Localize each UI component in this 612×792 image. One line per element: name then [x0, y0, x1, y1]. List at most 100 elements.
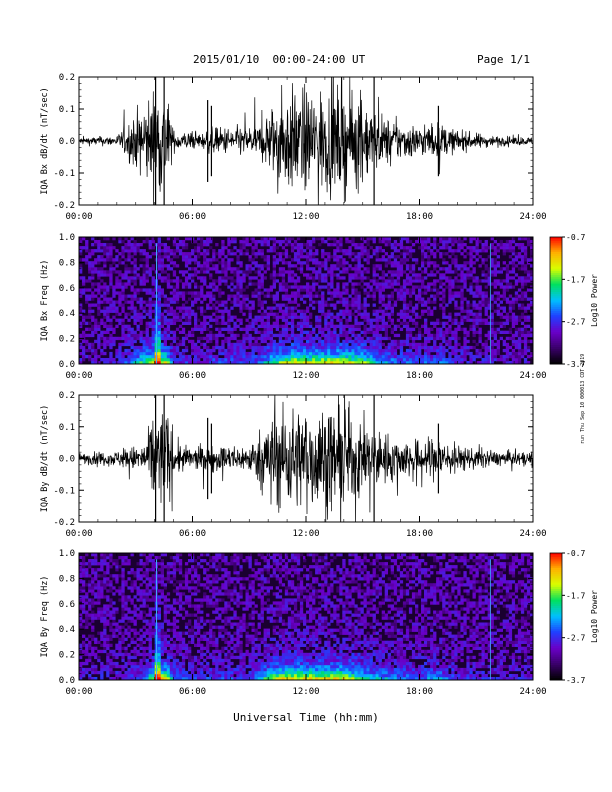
spectrogram-cell: [520, 246, 525, 250]
spectrogram-cell: [430, 345, 434, 350]
spectrogram-cell: [472, 261, 476, 265]
spectrogram-cell: [496, 243, 500, 247]
spectrogram-cell: [97, 613, 101, 617]
spectrogram-cell: [287, 261, 292, 265]
spectrogram-cell: [457, 312, 461, 316]
spectrogram-cell: [103, 604, 107, 608]
spectrogram-cell: [496, 279, 500, 283]
spectrogram-cell: [454, 354, 458, 359]
spectrogram-cell: [333, 258, 337, 262]
spectrogram-cell: [318, 315, 322, 319]
spectrogram-cell: [145, 258, 149, 262]
spectrogram-cell: [130, 237, 134, 241]
spectrogram-cell: [233, 348, 237, 353]
spectrogram-cell: [357, 306, 361, 310]
spectrogram-cell: [411, 351, 416, 356]
spectrogram-cell: [160, 333, 164, 338]
spectrogram-cell: [194, 345, 198, 350]
spectrogram-cell: [418, 267, 422, 271]
spectrogram-cell: [321, 345, 325, 350]
spectrogram-cell: [160, 345, 164, 350]
spectrogram-cell: [402, 306, 407, 310]
spectrogram-cell: [127, 655, 131, 660]
spectrogram-cell: [520, 339, 525, 344]
spectrogram-cell: [106, 652, 110, 657]
spectrogram-cell: [384, 279, 388, 283]
spectrogram-cell: [97, 324, 101, 328]
spectrogram-cell: [299, 246, 304, 250]
spectrogram-cell: [357, 252, 361, 256]
spectrogram-cell: [100, 562, 104, 566]
spectrogram-cell: [345, 336, 349, 341]
spectrogram-cell: [309, 348, 313, 353]
spectrogram-cell: [209, 285, 213, 289]
spectrogram-cell: [157, 610, 161, 614]
spectrogram-cell: [372, 282, 376, 286]
spectrogram-cell: [299, 285, 304, 289]
spectrogram-cell: [502, 267, 506, 271]
spectrogram-cell: [109, 643, 113, 647]
spectrogram-cell: [88, 288, 92, 292]
spectrogram-cell: [481, 291, 485, 295]
spectrogram-cell: [451, 285, 455, 289]
spectrogram-cell: [266, 324, 270, 328]
spectrogram-cell: [372, 270, 376, 274]
spectrogram-cell: [242, 237, 246, 241]
spectrogram-cell: [484, 339, 488, 344]
spectrogram-cell: [79, 655, 83, 660]
spectrogram-cell: [463, 309, 467, 313]
spectrogram-cell: [402, 342, 407, 347]
spectrogram-cell: [418, 273, 422, 277]
spectrogram-cell: [97, 243, 101, 247]
spectrogram-cell: [430, 252, 434, 256]
spectrogram-cell: [318, 361, 322, 365]
spectrogram-cell: [151, 674, 155, 678]
spectrogram-cell: [306, 282, 310, 286]
spectrogram-cell: [490, 358, 494, 362]
spectrogram-cell: [157, 288, 161, 292]
spectrogram-cell: [175, 348, 180, 353]
spectrogram-cell: [478, 300, 482, 304]
spectrogram-cell: [145, 279, 149, 283]
spectrogram-cell: [496, 321, 500, 325]
spectrogram-cell: [88, 646, 92, 650]
spectrogram-cell: [227, 267, 231, 271]
spectrogram-cell: [487, 358, 491, 362]
spectrogram-cell: [493, 327, 497, 331]
spectrogram-cell: [427, 354, 431, 359]
spectrogram-cell: [478, 361, 482, 365]
spectrogram-cell: [290, 279, 295, 283]
spectrogram-cell: [209, 258, 213, 262]
spectrogram-cell: [79, 625, 83, 629]
spectrogram-cell: [511, 264, 516, 268]
spectrogram-cell: [142, 258, 146, 262]
spectrogram-cell: [433, 246, 437, 250]
spectrogram-cell: [530, 255, 534, 259]
spectrogram-cell: [508, 261, 513, 265]
spectrogram-cell: [303, 285, 307, 289]
spectrogram-cell: [360, 276, 364, 280]
spectrogram-cell: [475, 282, 479, 286]
spectrogram-cell: [191, 267, 195, 271]
spectrogram-cell: [466, 288, 470, 292]
spectrogram-cell: [115, 354, 119, 359]
spectrogram-cell: [517, 333, 522, 338]
spectrogram-cell: [148, 649, 152, 654]
spectrogram-cell: [357, 264, 361, 268]
spectrogram-cell: [151, 252, 155, 256]
spectrogram-cell: [109, 610, 113, 614]
spectrogram-cell: [221, 267, 225, 271]
spectrogram-cell: [348, 309, 352, 313]
spectrogram-cell: [257, 267, 261, 271]
spectrogram-cell: [82, 354, 86, 359]
spectrogram-cell: [290, 330, 295, 334]
spectrogram-cell: [375, 315, 379, 319]
spectrogram-cell: [130, 601, 134, 605]
spectrogram-cell: [115, 664, 119, 669]
spectrogram-cell: [309, 315, 313, 319]
spectrogram-cell: [106, 634, 110, 638]
spectrogram-cell: [209, 276, 213, 280]
spectrogram-cell: [148, 634, 152, 638]
spectrogram-cell: [330, 318, 334, 322]
spectrogram-cell: [194, 327, 198, 331]
